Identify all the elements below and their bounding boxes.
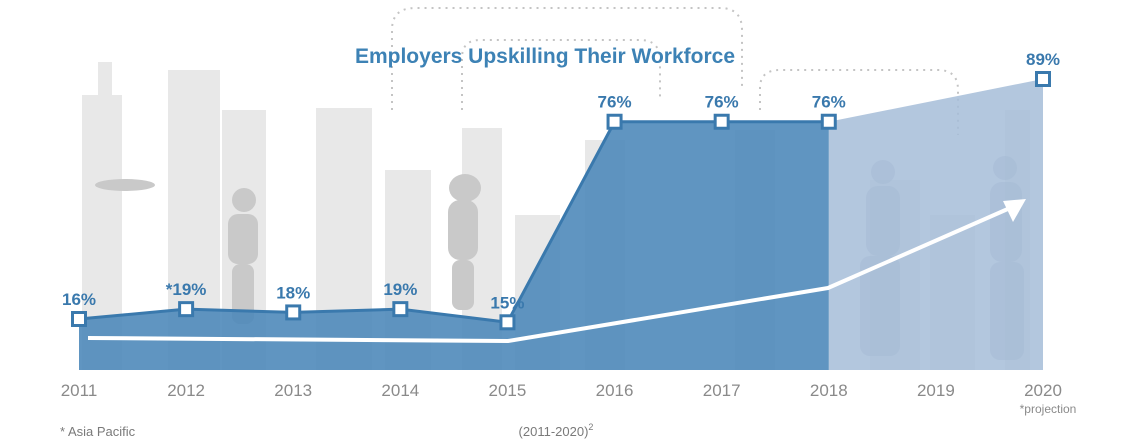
data-label: 76% xyxy=(598,93,632,112)
data-label: 76% xyxy=(812,93,846,112)
data-label: 15% xyxy=(490,293,524,312)
x-tick-label: 2018 xyxy=(810,381,848,400)
data-label: 18% xyxy=(276,283,310,302)
projection-note: *projection xyxy=(1020,402,1077,416)
x-tick-label: 2017 xyxy=(703,381,741,400)
projection-area xyxy=(828,79,1043,370)
x-tick-label: 2020 xyxy=(1024,381,1062,400)
x-tick-label: 2013 xyxy=(274,381,312,400)
data-point xyxy=(178,301,195,318)
series-area xyxy=(79,121,829,371)
x-tick-label: 2014 xyxy=(381,381,419,400)
data-point xyxy=(392,301,409,318)
data-point xyxy=(820,113,837,130)
trend-arrowhead xyxy=(1003,199,1026,222)
x-tick-label: 2015 xyxy=(489,381,527,400)
data-point xyxy=(71,311,87,327)
data-label: 89% xyxy=(1026,50,1060,69)
trend-line xyxy=(87,206,1011,343)
footnote: * Asia Pacific xyxy=(60,424,136,439)
series-line xyxy=(78,120,829,324)
data-point xyxy=(499,314,516,331)
dotted-arcs xyxy=(391,7,959,135)
data-point xyxy=(606,113,623,130)
data-label: *19% xyxy=(166,280,207,299)
chart-title: Employers Upskilling Their Workforce xyxy=(355,45,735,68)
x-tick-label: 2016 xyxy=(596,381,634,400)
data-point xyxy=(1035,71,1051,87)
plot-area: 16% *19% 18% 19% 15% 76% 76% 76% 89% 2011 2012 2013… xyxy=(61,50,1062,400)
robot-figures xyxy=(95,174,481,324)
data-label: 19% xyxy=(383,280,417,299)
x-tick-label: 2012 xyxy=(167,381,205,400)
x-tick-label: 2011 xyxy=(61,381,98,400)
chart-subtitle: (2011-2020)2 xyxy=(519,422,594,439)
data-point xyxy=(285,304,302,321)
data-point xyxy=(713,113,730,130)
x-tick-label: 2019 xyxy=(917,381,955,400)
data-label: 16% xyxy=(62,290,96,309)
data-label: 76% xyxy=(705,93,739,112)
